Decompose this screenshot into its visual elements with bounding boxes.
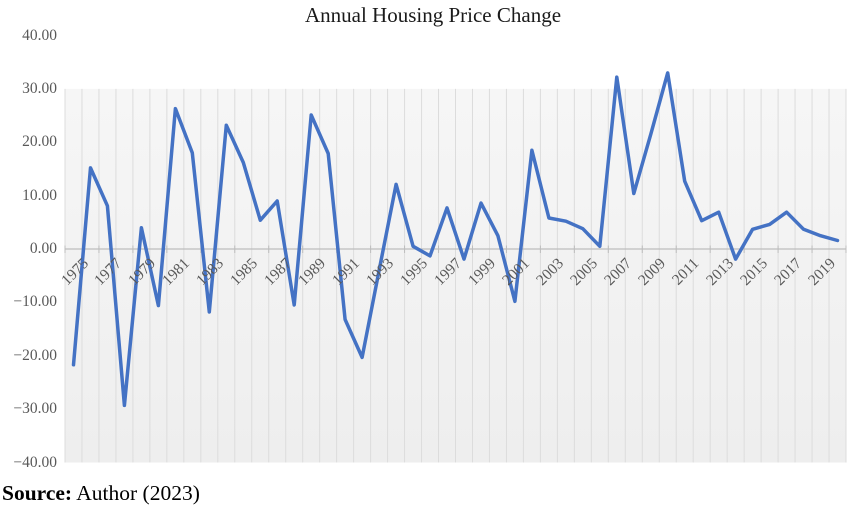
chart-title: Annual Housing Price Change <box>304 3 562 27</box>
y-tick-label: 10.00 <box>22 186 57 204</box>
source-label: Source: <box>2 481 73 505</box>
y-tick-label: 0.00 <box>29 240 57 257</box>
source-text: Author (2023) <box>72 481 200 505</box>
y-tick-label: −10.00 <box>13 293 57 311</box>
y-tick-label: 40.00 <box>22 26 57 44</box>
source-note: Source: Author (2023) <box>2 481 200 506</box>
y-tick-label: −30.00 <box>13 400 57 418</box>
y-tick-label: 30.00 <box>22 79 57 97</box>
y-tick-label: −40.00 <box>13 453 57 471</box>
y-tick-label: 20.00 <box>22 133 57 151</box>
price-line <box>71 71 840 408</box>
y-tick-label: −20.00 <box>13 346 57 364</box>
